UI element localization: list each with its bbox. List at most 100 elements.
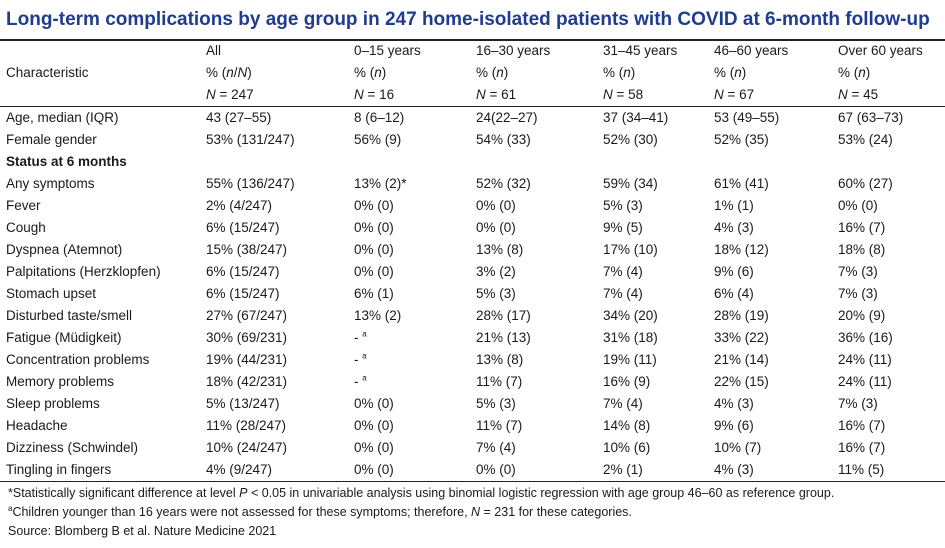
- table-cell: 21% (13): [476, 330, 531, 345]
- table-cell: 52% (35): [714, 132, 769, 147]
- table-cell: 20% (9): [838, 308, 886, 323]
- header-row-groups: All 0–15 years 16–30 years 31–45 years 4…: [0, 40, 945, 62]
- header-blank: [0, 40, 200, 62]
- table-cell: 6% (4): [714, 286, 754, 301]
- table-row: Headache 11% (28/247) 0% (0) 11% (7) 14% (8)…: [0, 415, 945, 437]
- table-row: Memory problems 18% (42/231) - a 11% (7) 16%…: [0, 371, 945, 393]
- table-cell: 27% (67/247): [206, 308, 288, 323]
- table-cell: 4% (9/247): [200, 459, 348, 482]
- table-cell: 0% (0): [354, 418, 394, 433]
- table-cell: 16% (9): [603, 374, 651, 389]
- table-cell: 6% (15/247): [206, 264, 280, 279]
- table-cell: 56% (9): [354, 132, 402, 147]
- table-row: Fatigue (Müdigkeit) 30% (69/231) - a 21% (1…: [0, 327, 945, 349]
- row-label: Dizziness (Schwindel): [6, 440, 139, 455]
- table-cell: 2% (4/247): [206, 198, 273, 213]
- table-row: Any symptoms 55% (136/247) 13% (2)* 52% (32…: [0, 173, 945, 195]
- table-cell: 10% (6): [603, 440, 651, 455]
- row-label: Memory problems: [6, 374, 115, 389]
- table-row: Age, median (IQR) 43 (27–55) 8 (6–12) 24(22…: [0, 106, 945, 129]
- table-cell: 0% (0): [838, 198, 878, 213]
- table-row: Sleep problems 5% (13/247) 0% (0) 5% (3) 7% …: [0, 393, 945, 415]
- table-cell: 53% (24): [838, 132, 893, 147]
- header-unit: % (n/N): [206, 65, 252, 80]
- table-cell: 5% (3): [476, 396, 516, 411]
- table-cell: 28% (19): [714, 308, 769, 323]
- table-cell: 11% (7): [476, 374, 523, 389]
- table-cell: 55% (136/247): [206, 176, 295, 191]
- row-label: Sleep problems: [6, 396, 100, 411]
- header-group: Over 60 years: [838, 43, 923, 58]
- table-row: Fever 2% (4/247) 0% (0) 0% (0) 5% (3) 1% (1) 0…: [0, 195, 945, 217]
- table-cell: [832, 151, 945, 173]
- table-cell: 7% (4): [603, 286, 643, 301]
- header-unit: % (n): [354, 65, 387, 80]
- row-label: Any symptoms: [6, 176, 95, 191]
- table-cell: 11% (5): [832, 459, 945, 482]
- row-label: Cough: [6, 220, 46, 235]
- table-cell: 18% (12): [714, 242, 769, 257]
- table-cell: 9% (5): [603, 220, 643, 235]
- table-cell: 28% (17): [476, 308, 531, 323]
- table-cell: 37 (34–41): [597, 106, 708, 129]
- table-cell: 52% (30): [603, 132, 658, 147]
- row-label: Dyspnea (Atemnot): [6, 242, 123, 257]
- table-cell: 0% (0): [354, 220, 394, 235]
- row-label: Stomach upset: [6, 286, 97, 301]
- row-label: Palpitations (Herzklopfen): [6, 264, 161, 279]
- table-cell: 30% (69/231): [206, 330, 288, 345]
- table-cell: 19% (11): [603, 352, 657, 367]
- table-cell: 7% (4): [603, 396, 643, 411]
- table-cell: 4% (3): [708, 459, 832, 482]
- row-label: Fever: [6, 198, 41, 213]
- header-unit: % (n): [603, 65, 636, 80]
- table-row: Disturbed taste/smell 27% (67/247) 13% (2)…: [0, 305, 945, 327]
- header-count: N = 61: [470, 84, 597, 107]
- table-cell: 13% (8): [476, 242, 524, 257]
- table-cell: - a: [354, 351, 367, 367]
- header-group: 16–30 years: [476, 43, 551, 58]
- table-cell: 16% (7): [838, 418, 886, 433]
- table-cell: 0% (0): [354, 198, 394, 213]
- table-cell: 34% (20): [603, 308, 658, 323]
- table-cell: 6% (15/247): [206, 220, 280, 235]
- table-cell: 0% (0): [470, 459, 597, 482]
- table-cell: 1% (1): [714, 198, 754, 213]
- header-count: N = 67: [708, 84, 832, 107]
- table-row: Dizziness (Schwindel) 10% (24/247) 0% (0) 7…: [0, 437, 945, 459]
- table-row: Cough 6% (15/247) 0% (0) 0% (0) 9% (5) 4% (3)…: [0, 217, 945, 239]
- header-row-units: Characteristic % (n/N) % (n) % (n) % (n)…: [0, 62, 945, 84]
- row-label: Disturbed taste/smell: [6, 308, 133, 323]
- table-row: Tingling in fingers 4% (9/247) 0% (0) 0% (0…: [0, 459, 945, 482]
- table-cell: 33% (22): [714, 330, 769, 345]
- table-cell: 24% (11): [838, 374, 892, 389]
- header-group: 31–45 years: [603, 43, 678, 58]
- table-cell: 7% (3): [838, 396, 878, 411]
- table-cell: 0% (0): [476, 198, 516, 213]
- top-rule: [0, 39, 945, 41]
- table-cell: 36% (16): [838, 330, 893, 345]
- header-unit: % (n): [838, 65, 871, 80]
- table-cell: 31% (18): [603, 330, 658, 345]
- section-row: Status at 6 months: [0, 151, 945, 173]
- header-row-counts: N = 247 N = 16 N = 61 N = 58 N = 67 N = …: [0, 84, 945, 107]
- table-cell: 4% (3): [714, 220, 754, 235]
- page-title: Long-term complications by age group in …: [6, 9, 930, 30]
- header-count: N = 58: [597, 84, 708, 107]
- table-row: Female gender 53% (131/247) 56% (9) 54% (33…: [0, 129, 945, 151]
- table-cell: 22% (15): [714, 374, 769, 389]
- table-row: Concentration problems 19% (44/231) - a 13%…: [0, 349, 945, 371]
- table-row: Stomach upset 6% (15/247) 6% (1) 5% (3) 7% (…: [0, 283, 945, 305]
- table-cell: 4% (3): [714, 396, 754, 411]
- table-cell: 0% (0): [354, 242, 394, 257]
- table-cell: 7% (4): [603, 264, 643, 279]
- table-cell: 59% (34): [603, 176, 658, 191]
- table-cell: 13% (8): [476, 352, 524, 367]
- table-cell: 17% (10): [603, 242, 658, 257]
- footnotes: *Statistically significant difference at…: [8, 484, 834, 541]
- row-label: Fatigue (Müdigkeit): [6, 330, 122, 345]
- header-group: 46–60 years: [714, 43, 789, 58]
- table-cell: [708, 151, 832, 173]
- row-label: Age, median (IQR): [0, 106, 200, 129]
- row-label: Headache: [6, 418, 68, 433]
